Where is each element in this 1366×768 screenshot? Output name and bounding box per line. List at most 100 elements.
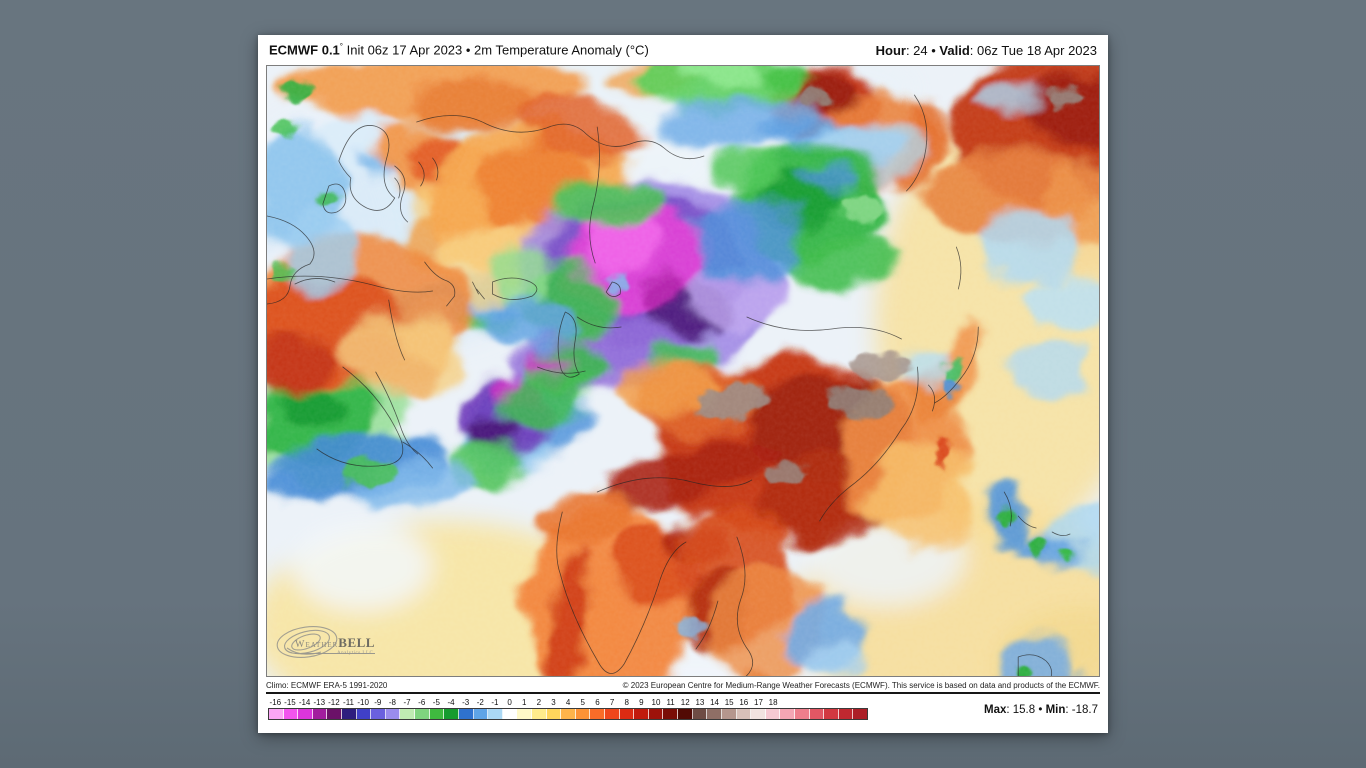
colorbar-cell	[488, 709, 503, 719]
colorbar-tick-labels: -16 -15 -14 -13 -12 -11 -10 -9 -8 -7 -6 -5 -4 -3 -2 -1 0…	[268, 697, 868, 708]
colorbar-tick-label: -2	[476, 698, 484, 707]
colorbar-tick-label: 1	[521, 698, 527, 707]
colorbar-tick-label: -12	[328, 698, 340, 707]
colorbar-tick-label: -10	[357, 698, 369, 707]
map-title-model: ECMWF 0.1	[269, 42, 340, 58]
map-header: ECMWF 0.1° Init 06z 17 Apr 2023 • 2m Tem…	[258, 35, 1108, 65]
colorbar-tick-label: -14	[298, 698, 311, 707]
climo-text: Climo: ECMWF ERA-5 1991-2020	[266, 680, 388, 690]
colorbar-cell	[590, 709, 606, 719]
colorbar-cell	[444, 709, 459, 719]
colorbar-cell	[458, 709, 474, 719]
colorbar-cell	[546, 709, 562, 719]
colorbar-cell	[385, 709, 401, 719]
colorbar-cell	[678, 709, 693, 719]
colorbar-cell	[721, 709, 737, 719]
colorbar-tick-label: -3	[462, 698, 470, 707]
colorbar-cell	[517, 709, 532, 719]
valid-value: : 06z Tue 18 Apr 2023	[969, 42, 1097, 58]
map-title-rest: Init 06z 17 Apr 2023 • 2m Temperature An…	[343, 42, 649, 58]
map-title: ECMWF 0.1° Init 06z 17 Apr 2023 • 2m Tem…	[269, 42, 649, 57]
attribution-row: Climo: ECMWF ERA-5 1991-2020 © 2023 Euro…	[266, 678, 1100, 694]
colorbar-tick-label: -1	[491, 698, 499, 707]
colorbar-tick-label: 14	[710, 698, 719, 707]
max-min-stats: Max: 15.8 • Min: -18.7	[984, 697, 1098, 716]
colorbar-tick-label: 5	[580, 698, 585, 707]
colorbar-cell	[342, 709, 357, 719]
colorbar-tick-label: -7	[403, 698, 411, 707]
colorbar-cell	[619, 709, 635, 719]
colorbar-cell	[765, 709, 781, 719]
max-label: Max	[984, 704, 1007, 716]
colorbar-cell	[283, 709, 299, 719]
colorbar-cell	[838, 709, 854, 719]
legend-row: -16 -15 -14 -13 -12 -11 -10 -9 -8 -7 -6 -5 -4 -3 -2 -1 0…	[268, 697, 1098, 720]
colorbar-cell	[371, 709, 386, 719]
colorbar-tick-label: 3	[551, 698, 556, 707]
colorbar-cell	[794, 709, 810, 719]
colorbar-tick-label: -9	[374, 698, 382, 707]
colorbar-tick-label	[824, 697, 839, 708]
temperature-colorbar: -16 -15 -14 -13 -12 -11 -10 -9 -8 -7 -6 -5 -4 -3 -2 -1 0…	[268, 697, 868, 720]
colorbar-cell	[312, 709, 328, 719]
colorbar-cell	[634, 709, 649, 719]
colorbar-tick-label	[795, 697, 810, 708]
colorbar-cell	[327, 709, 343, 719]
colorbar-cell	[751, 709, 766, 719]
colorbar-cell	[269, 709, 284, 719]
colorbar-tick-label: -16	[269, 698, 282, 707]
colorbar-tick-label: 10	[651, 698, 661, 707]
colorbar-tick-label: 17	[754, 698, 763, 707]
colorbar-cell	[824, 709, 839, 719]
colorbar-tick-label: -13	[313, 698, 326, 707]
colorbar-cell	[298, 709, 313, 719]
colorbar-tick-label: -4	[447, 698, 455, 707]
colorbar-tick-label	[854, 697, 869, 708]
colorbar-cell	[415, 709, 430, 719]
hour-label: Hour	[875, 42, 906, 58]
colorbar-cell	[400, 709, 416, 719]
colorbar-tick-label	[780, 697, 795, 708]
colorbar-tick-label: 0	[507, 698, 512, 707]
colorbar-tick-label: -15	[284, 698, 296, 707]
colorbar-tick-label	[810, 697, 825, 708]
colorbar-tick-label: 7	[609, 698, 615, 707]
min-label: Min	[1045, 704, 1066, 716]
degree-symbol: °	[339, 42, 343, 52]
colorbar-cell	[605, 709, 620, 719]
colorbar-tick-label: 13	[695, 698, 705, 707]
colorbar-cell	[707, 709, 722, 719]
colorbar-tick-label: -5	[432, 698, 440, 707]
colorbar-cell	[473, 709, 489, 719]
colorbar-tick-label: -8	[388, 698, 396, 707]
colorbar-tick-label: 18	[768, 698, 778, 707]
copyright-text: © 2023 European Centre for Medium-Range …	[622, 680, 1100, 690]
colorbar-cell	[663, 709, 679, 719]
colorbar-tick-label: -11	[343, 698, 354, 707]
colorbar-cell	[809, 709, 825, 719]
temperature-anomaly-map: WeatherBELL Analytics LLC.	[266, 65, 1100, 677]
colorbar-tick-label: 12	[680, 698, 690, 707]
colorbar-tick-label: 16	[739, 698, 749, 707]
colorbar-tick-label: 15	[724, 698, 734, 707]
colorbar-cell	[502, 709, 518, 719]
min-value: : -18.7	[1065, 704, 1098, 716]
colorbar-cell	[692, 709, 708, 719]
colorbar-tick-label	[839, 697, 854, 708]
colorbar-cell	[853, 709, 867, 719]
colorbar-tick-label: 8	[624, 698, 629, 707]
colorbar-cell	[736, 709, 752, 719]
hour-value: : 24	[905, 42, 928, 58]
colorbar-cell	[356, 709, 372, 719]
colorbar-cell	[780, 709, 795, 719]
colorbar-tick-label: -6	[418, 698, 426, 707]
weather-map-card: ECMWF 0.1° Init 06z 17 Apr 2023 • 2m Tem…	[258, 35, 1108, 733]
colorbar-tick-label: 6	[595, 698, 600, 707]
colorbar-tick-label: 11	[666, 698, 675, 707]
colorbar-cell	[531, 709, 547, 719]
map-valid-time: Hour: 24 • Valid: 06z Tue 18 Apr 2023	[876, 43, 1097, 58]
colorbar-tick-label: 4	[565, 698, 571, 707]
colorbar-cell	[429, 709, 445, 719]
max-value: : 15.8	[1006, 704, 1036, 716]
